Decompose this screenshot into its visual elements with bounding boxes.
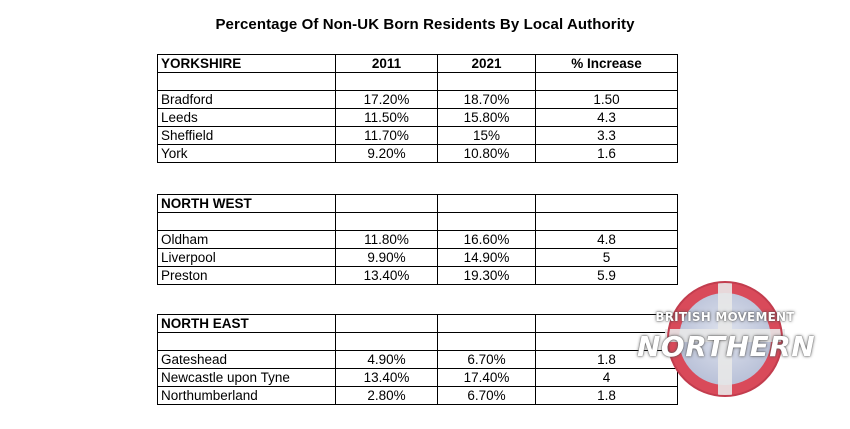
area-name: York [157, 144, 336, 163]
table-header-row: NORTH WEST [157, 194, 678, 213]
value-increase: 4.3 [535, 108, 678, 127]
table-row: Newcastle upon Tyne 13.40% 17.40% 4 [157, 368, 678, 387]
value-2011: 13.40% [335, 368, 438, 387]
value-2021: 6.70% [437, 386, 536, 405]
value-2011: 4.90% [335, 350, 438, 369]
table-row: Preston 13.40% 19.30% 5.9 [157, 266, 678, 285]
value-increase: 4.8 [535, 230, 678, 249]
value-increase: 1.8 [535, 386, 678, 405]
table-row: Bradford 17.20% 18.70% 1.50 [157, 90, 678, 109]
area-name: Liverpool [157, 248, 336, 267]
value-2021: 16.60% [437, 230, 536, 249]
value-2011: 17.20% [335, 90, 438, 109]
value-increase: 5 [535, 248, 678, 267]
table-row: Northumberland 2.80% 6.70% 1.8 [157, 386, 678, 405]
spacer-row [157, 332, 678, 351]
value-2021: 19.30% [437, 266, 536, 285]
area-name: Sheffield [157, 126, 336, 145]
value-increase: 3.3 [535, 126, 678, 145]
value-2011: 13.40% [335, 266, 438, 285]
value-2011: 9.20% [335, 144, 438, 163]
spacer-row [157, 72, 678, 91]
value-2011: 11.50% [335, 108, 438, 127]
table-row: Liverpool 9.90% 14.90% 5 [157, 248, 678, 267]
table-row: Gateshead 4.90% 6.70% 1.8 [157, 350, 678, 369]
table-row: Leeds 11.50% 15.80% 4.3 [157, 108, 678, 127]
column-header-2011: 2011 [335, 54, 438, 73]
area-name: Leeds [157, 108, 336, 127]
column-header-increase: % Increase [535, 54, 678, 73]
value-2021: 18.70% [437, 90, 536, 109]
area-name: Gateshead [157, 350, 336, 369]
table-row: Sheffield 11.70% 15% 3.3 [157, 126, 678, 145]
table-row: York 9.20% 10.80% 1.6 [157, 144, 678, 163]
value-2011: 2.80% [335, 386, 438, 405]
value-2011: 11.70% [335, 126, 438, 145]
value-2021: 15.80% [437, 108, 536, 127]
value-2021: 15% [437, 126, 536, 145]
area-name: Northumberland [157, 386, 336, 405]
watermark-logo-icon [665, 281, 785, 397]
column-header-2021: 2021 [437, 54, 536, 73]
value-2021: 10.80% [437, 144, 536, 163]
table-header-row: NORTH EAST [157, 314, 678, 333]
value-2011: 9.90% [335, 248, 438, 267]
watermark-bottom-text: NORTHERN [637, 330, 816, 363]
value-2021: 14.90% [437, 248, 536, 267]
region-name: NORTH WEST [157, 194, 336, 213]
area-name: Preston [157, 266, 336, 285]
spacer-row [157, 212, 678, 231]
value-2021: 17.40% [437, 368, 536, 387]
value-2021: 6.70% [437, 350, 536, 369]
table-north-west: NORTH WEST Oldham 11.80% 16.60% 4.8 Live… [157, 194, 678, 285]
table-north-east: NORTH EAST Gateshead 4.90% 6.70% 1.8 New… [157, 314, 678, 405]
area-name: Newcastle upon Tyne [157, 368, 336, 387]
page-title: Percentage Of Non-UK Born Residents By L… [215, 16, 635, 33]
value-2011: 11.80% [335, 230, 438, 249]
area-name: Oldham [157, 230, 336, 249]
region-name: YORKSHIRE [157, 54, 336, 73]
area-name: Bradford [157, 90, 336, 109]
value-increase: 1.50 [535, 90, 678, 109]
value-increase: 1.6 [535, 144, 678, 163]
region-name: NORTH EAST [157, 314, 336, 333]
table-yorkshire: YORKSHIRE 2011 2021 % Increase Bradford … [157, 54, 678, 163]
table-header-row: YORKSHIRE 2011 2021 % Increase [157, 54, 678, 73]
table-row: Oldham 11.80% 16.60% 4.8 [157, 230, 678, 249]
watermark-top-text: BRITISH MOVEMENT [655, 310, 795, 324]
value-increase: 5.9 [535, 266, 678, 285]
